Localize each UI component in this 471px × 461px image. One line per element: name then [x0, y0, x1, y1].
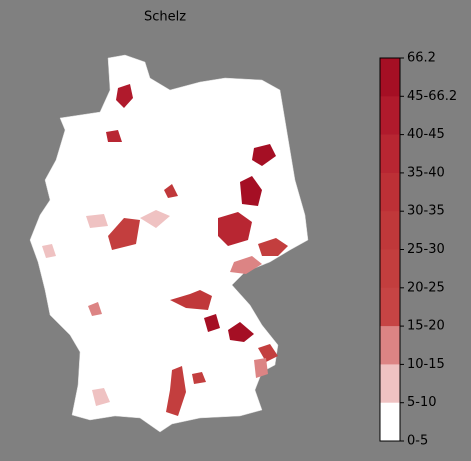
- region: [258, 344, 278, 362]
- region: [88, 302, 102, 316]
- colorbar-segment: [380, 172, 400, 212]
- region: [254, 358, 268, 378]
- map-title: Schelz: [144, 10, 186, 25]
- colorbar-label: 15-20: [407, 319, 445, 334]
- region: [230, 256, 262, 274]
- colorbar-segment: [380, 96, 400, 135]
- region: [192, 372, 206, 384]
- region: [166, 366, 186, 416]
- colorbar-segment: [380, 287, 400, 327]
- colorbar-segment: [380, 364, 400, 403]
- region: [252, 144, 276, 166]
- germany-map: [29, 54, 309, 433]
- colorbar-label: 35-40: [407, 165, 445, 180]
- region: [240, 176, 262, 206]
- colorbar-segment: [380, 326, 400, 365]
- colorbar: 66.2 45-66.2 40-45 35-40 30-35 25-30 20-25 15-2…: [379, 51, 457, 449]
- region: [140, 210, 170, 228]
- region: [218, 212, 252, 246]
- colorbar-label: 20-25: [407, 280, 445, 295]
- colorbar-label: 30-35: [407, 204, 445, 219]
- region: [106, 130, 122, 142]
- region: [108, 218, 140, 250]
- region: [258, 238, 288, 256]
- colorbar-segment: [380, 211, 400, 250]
- colorbar-label: 25-30: [407, 242, 445, 257]
- colorbar-segment: [380, 249, 400, 289]
- colorbar-label: 66.2: [407, 51, 436, 66]
- region: [164, 184, 178, 198]
- region: [92, 388, 110, 406]
- region: [170, 290, 212, 310]
- colorbar-label: 40-45: [407, 127, 445, 142]
- colorbar-label: 10-15: [407, 357, 445, 372]
- colorbar-segment: [380, 134, 400, 174]
- colorbar-label: 5-10: [407, 395, 437, 410]
- colorbar-label: 45-66.2: [407, 89, 457, 104]
- region: [86, 214, 108, 228]
- region: [116, 84, 133, 108]
- region: [228, 322, 254, 342]
- colorbar-label: 0-5: [407, 434, 428, 449]
- region: [42, 244, 56, 258]
- colorbar-segment: [380, 58, 400, 97]
- colorbar-segment: [380, 402, 400, 442]
- region: [204, 314, 220, 332]
